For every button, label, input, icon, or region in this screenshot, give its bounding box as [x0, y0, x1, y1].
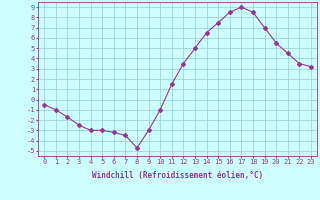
- X-axis label: Windchill (Refroidissement éolien,°C): Windchill (Refroidissement éolien,°C): [92, 171, 263, 180]
